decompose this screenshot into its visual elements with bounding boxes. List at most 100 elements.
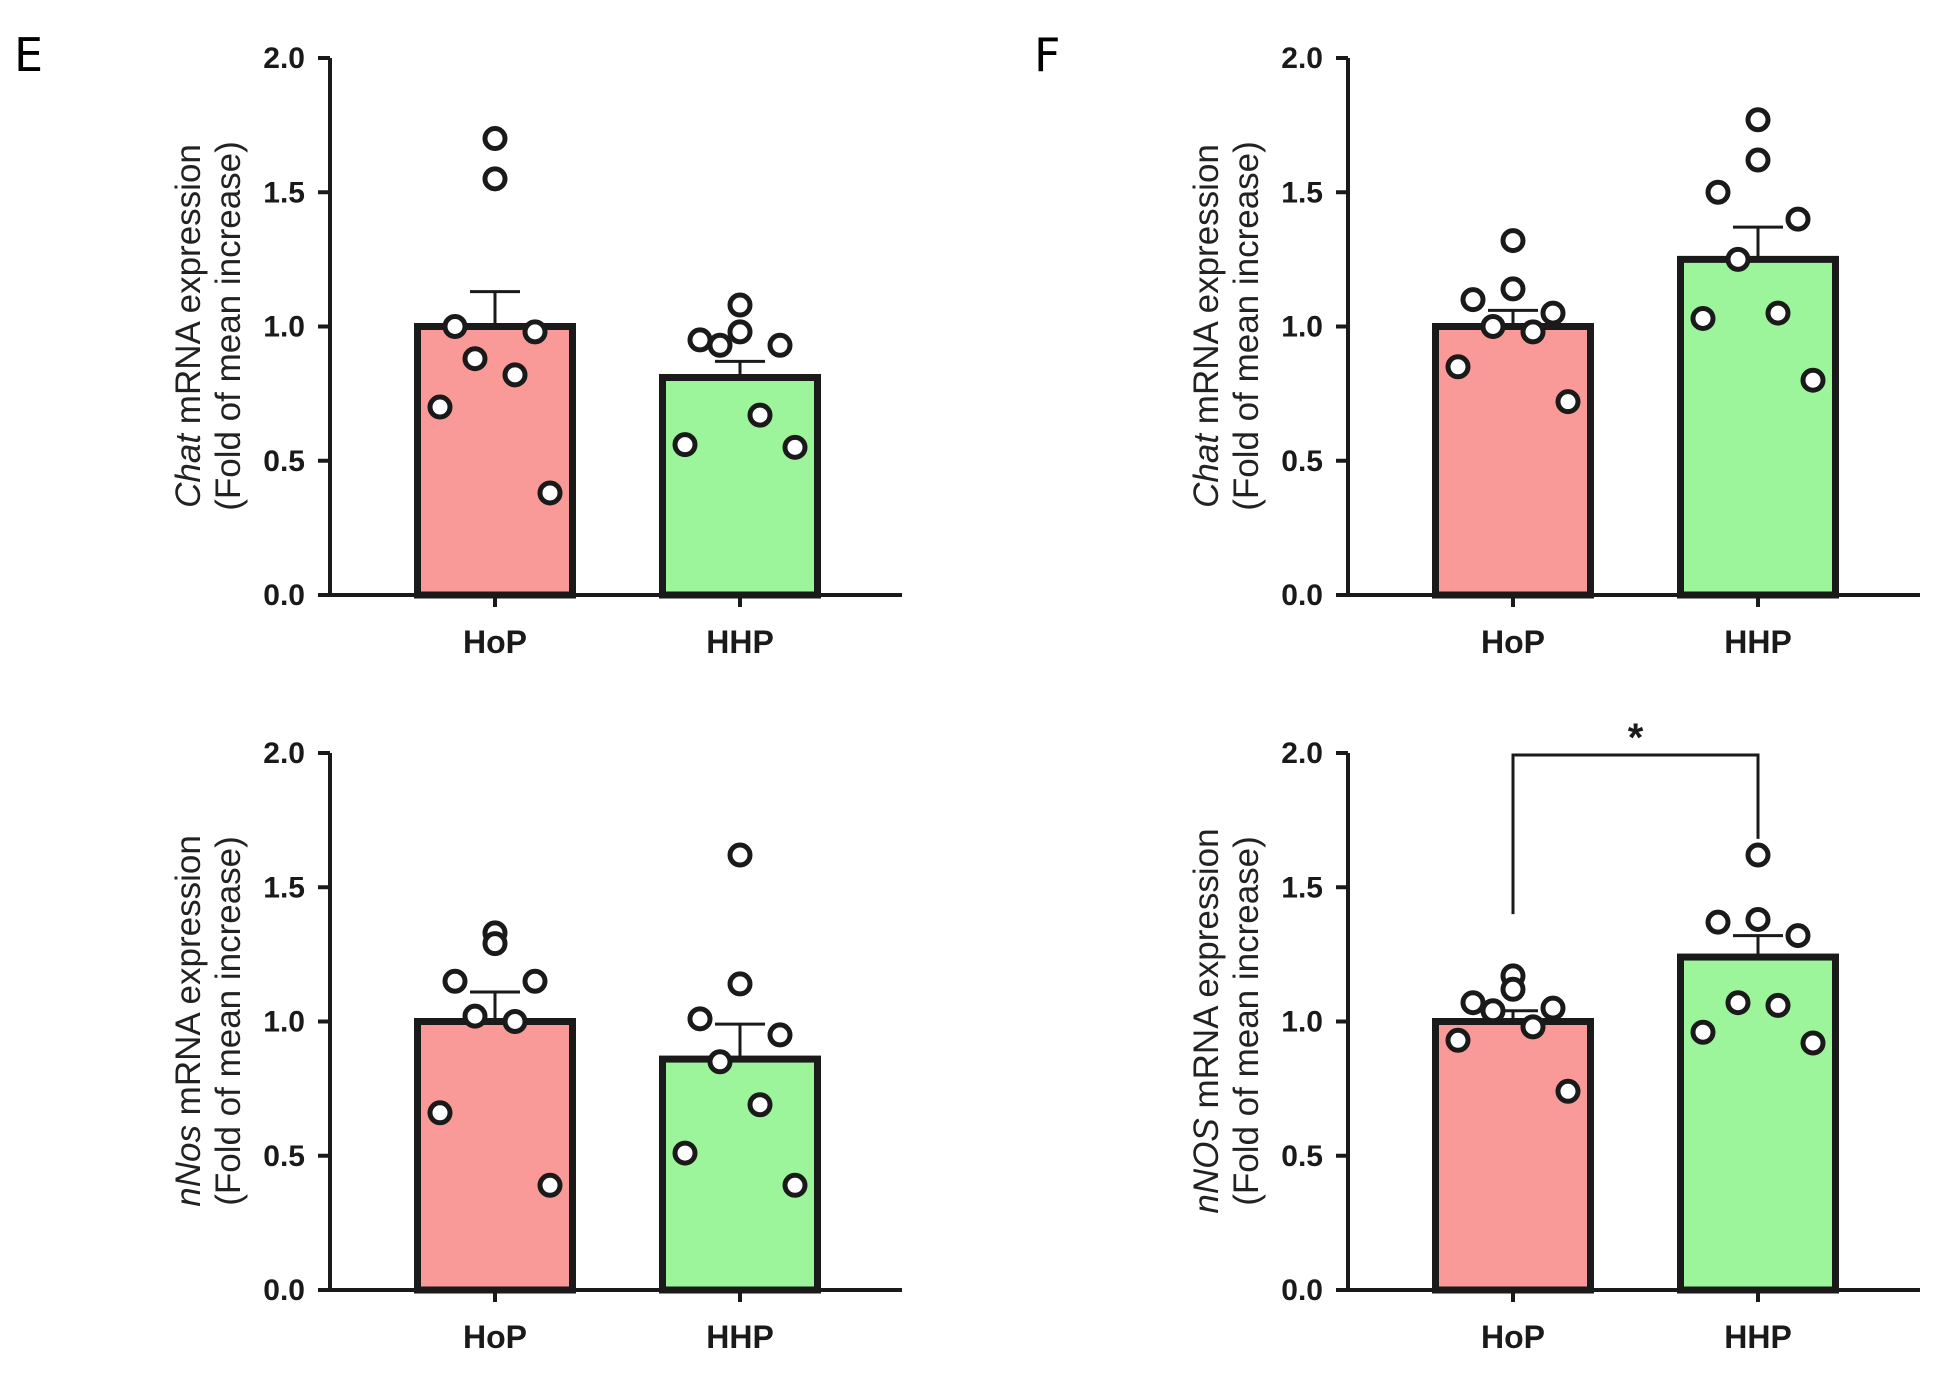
data-point-hop [427,394,453,420]
data-point-hhp [672,1140,698,1166]
bar-hhp [659,374,821,599]
y-axis-label-line2: (Fold of mean increase) [209,141,248,511]
data-point-hhp [767,1022,793,1048]
y-axis-label-text: mRNA expression [1187,828,1226,1118]
y-tick-label: 2.0 [263,737,305,770]
data-point-hhp [782,434,808,460]
data-point-hop [1520,1014,1546,1040]
y-axis-label-gene: Chat [169,433,208,508]
y-axis-label: Chat mRNA expression [1187,144,1226,508]
data-point-hop [522,319,548,345]
data-point-hhp [1765,992,1791,1018]
y-tick-label: 2.0 [1281,42,1323,75]
y-tick-label: 1.5 [1281,871,1323,904]
y-tick-label: 0.5 [263,1140,305,1173]
y-tick-label: 0.0 [263,579,305,612]
data-point-hhp [707,1049,733,1075]
data-point-hhp [1745,906,1771,932]
y-axis-label: Chat mRNA expression [169,144,208,508]
data-point-hhp [1800,1030,1826,1056]
data-point-hop [502,1009,528,1034]
y-tick-label: 1.5 [1281,176,1323,209]
data-point-hop [1555,389,1581,415]
data-point-hop [1500,276,1526,302]
data-point-hhp [1725,990,1751,1016]
y-tick-label: 1.0 [263,311,305,344]
y-tick-label: 0.0 [1281,579,1323,612]
data-point-hhp [687,1006,713,1032]
data-point-hop [1520,319,1546,345]
data-point-hhp [1765,300,1791,326]
data-point-hop [482,166,508,192]
data-point-hhp [687,327,713,353]
data-point-hhp [1745,147,1771,173]
data-point-hhp [1705,179,1731,205]
data-point-hop [1480,314,1506,339]
y-tick-label: 0.0 [263,1274,305,1307]
bar-hop [1432,1018,1594,1294]
data-point-hop [1500,976,1526,1002]
data-point-hhp [1785,206,1811,232]
chart-e-nnos: 0.0 0.5 1.0 1.5 2.0 HoP HHP nNos mRNA expressio… [169,737,902,1355]
data-point-hop [1480,998,1506,1024]
bar-hop [414,1018,576,1294]
y-tick-label: 0.0 [1281,1274,1323,1307]
data-point-hhp [1705,909,1731,935]
x-tick-label-hhp: HHP [706,1319,774,1355]
data-point-hop [502,362,528,388]
y-tick-label: 2.0 [263,42,305,75]
data-point-hhp [727,292,753,318]
chart-e-chat: 0.0 0.5 1.0 1.5 2.0 HoP HHP Chat mRNA expressio… [169,42,902,660]
y-tick-label: 1.0 [1281,311,1323,344]
x-tick-label-hhp: HHP [1724,624,1792,660]
data-point-hop [442,314,468,339]
y-tick-label: 1.0 [263,1006,305,1039]
data-point-hop [537,1172,563,1198]
y-tick-label: 1.5 [263,871,305,904]
data-point-hop [427,1100,453,1126]
data-point-hop [482,126,508,152]
y-tick-label: 1.0 [1281,1006,1323,1039]
y-axis-label-text: mRNA expression [169,144,208,434]
x-tick-label-hhp: HHP [706,624,774,660]
y-axis-label-line2: (Fold of mean increase) [1227,141,1266,511]
panel-letter-f: F [1034,28,1061,82]
data-point-hop [1540,995,1566,1021]
panel-letter-e: E [14,28,44,82]
y-tick-label: 1.5 [263,176,305,209]
data-point-hhp [707,332,733,358]
data-point-hhp [1785,923,1811,949]
data-point-hop [522,968,548,994]
y-axis-label-gene: Chat [1187,433,1226,508]
x-tick-label-hhp: HHP [1724,1319,1792,1355]
significance-bracket [1511,753,1760,915]
chart-f-nnos: 0.0 0.5 1.0 1.5 2.0 HoP HHP nNOS mRNA expressio… [1187,716,1920,1355]
data-point-hhp [727,971,753,997]
data-point-hhp [1690,1019,1716,1045]
y-tick-label: 0.5 [263,445,305,478]
y-axis-label-line2: (Fold of mean increase) [1227,836,1266,1206]
data-point-hhp [1745,842,1771,868]
data-point-hop [1445,1027,1471,1053]
y-axis-label: nNos mRNA expression [169,835,208,1207]
data-point-hop [442,968,468,994]
data-point-hop [1460,287,1486,313]
y-axis-label-text: mRNA expression [1187,144,1226,434]
y-tick-label: 2.0 [1281,737,1323,770]
data-point-hhp [727,319,753,345]
y-axis-label-line2: (Fold of mean increase) [209,836,248,1206]
data-point-hop [1540,300,1566,326]
data-point-hop [482,931,508,957]
data-point-hop [462,346,488,372]
data-point-hhp [1745,107,1771,133]
data-point-hhp [1690,305,1716,331]
data-point-hop [537,480,563,506]
data-point-hhp [1725,246,1751,272]
data-point-hop [1460,990,1486,1016]
data-point-hhp [747,1092,773,1118]
data-point-hhp [727,842,753,868]
data-point-hhp [747,402,773,428]
data-point-hop [1500,228,1526,254]
bar-hhp [1677,953,1839,1294]
